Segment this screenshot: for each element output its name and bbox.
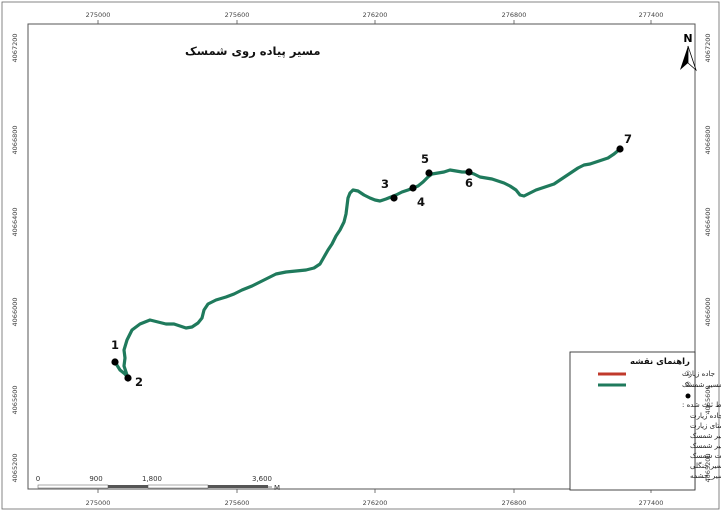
north-arrow-icon: N	[680, 32, 697, 72]
coord-left-5: 4065600	[11, 386, 19, 415]
coord-left-4: 4066000	[11, 298, 19, 327]
coord-left-6: 4065200	[11, 454, 19, 483]
route-point-label-4: 4	[417, 195, 425, 209]
legend-point-7: 7 انتهای مسیر_چشمه	[690, 472, 721, 480]
legend-item-route-num: ②	[685, 381, 691, 389]
route-layer	[113, 147, 622, 380]
neatline-ticks	[97, 20, 652, 493]
coord-left-1: 4067200	[11, 34, 19, 63]
coord-right-6: 4065200	[704, 454, 712, 483]
coord-right-3: 4066400	[704, 208, 712, 237]
coord-top-5: 277400	[639, 11, 664, 19]
legend-point-2: 2 دید زیبای روستای زیارت	[690, 422, 721, 430]
coord-left-3: 4066400	[11, 208, 19, 237]
route-point-7	[616, 145, 624, 153]
coords-top: 275000 275600 276200 276800 277400	[86, 11, 664, 19]
scale-bar: 0 900 1,800 3,600 M	[36, 475, 280, 492]
route-point-label-3: 3	[381, 177, 389, 191]
map-title: مسیر پیاده روی شمسک	[185, 44, 321, 59]
legend-point-5: 5 دشت شمسک	[690, 452, 721, 460]
route-point-6	[465, 168, 473, 176]
legend-item-route-label: مسیر شمسک	[682, 381, 721, 389]
coord-right-5: 4065600	[704, 386, 712, 415]
coord-top-1: 275000	[86, 11, 111, 19]
legend-points-header-text: نقاط ثبت شده :	[682, 401, 721, 409]
coord-bottom-5: 277400	[639, 499, 664, 507]
legend-item-road: ① جاده زیارت	[598, 370, 715, 378]
legend-point-4: 4 دید زیبای مسیر شمسک	[690, 442, 721, 450]
scale-label-900: 900	[89, 475, 102, 483]
north-label: N	[683, 32, 692, 45]
coord-top-3: 276200	[363, 11, 388, 19]
coords-left: 4067200 4066800 4066400 4066000 4065600 …	[11, 34, 19, 483]
coord-right-2: 4066800	[704, 126, 712, 155]
coord-bottom-2: 275600	[225, 499, 250, 507]
legend-title: راهنمای نقشه	[630, 357, 690, 367]
legend-point-1: 1 ابتدای مسیر_جاده زیارت	[690, 412, 721, 420]
legend-item-road-label: جاده زیارت	[682, 370, 715, 378]
scale-label-0: 0	[36, 475, 40, 483]
legend-point-6: 6 شروع مسیر جنگلی	[690, 461, 721, 470]
coord-bottom-1: 275000	[86, 499, 111, 507]
coords-bottom: 275000 275600 276200 276800 277400	[86, 499, 664, 507]
route-point-label-6: 6	[465, 176, 473, 190]
legend: راهنمای نقشه ① جاده زیارت ② مسیر شمسک نق…	[569, 351, 721, 491]
legend-item-road-num: ①	[685, 370, 691, 378]
route-point-1	[111, 358, 119, 366]
legend-points-header: نقاط ثبت شده :	[682, 393, 721, 409]
route-point-5	[425, 169, 433, 177]
route-point-2	[124, 374, 132, 382]
route-point-label-7: 7	[624, 132, 632, 146]
coord-top-2: 275600	[225, 11, 250, 19]
coord-bottom-3: 276200	[363, 499, 388, 507]
route-point-3	[390, 194, 398, 202]
coord-left-2: 4066800	[11, 126, 19, 155]
scale-label-3600: 3,600	[252, 475, 272, 483]
coord-top-4: 276800	[502, 11, 527, 19]
legend-point-3: 3 شروع عرض کم مسیر شمسک	[690, 432, 721, 440]
coord-right-1: 4067200	[704, 34, 712, 63]
route-path	[113, 147, 622, 380]
legend-item-route: ② مسیر شمسک	[598, 381, 721, 389]
route-point-label-1: 1	[111, 338, 119, 352]
coords-right: 4067200 4066800 4066400 4066000 4065600 …	[704, 34, 712, 483]
route-points-layer: 1 2 3 4 5 6 7	[111, 132, 632, 389]
route-point-label-5: 5	[421, 152, 429, 166]
scale-label-1800: 1,800	[142, 475, 162, 483]
route-point-label-2: 2	[135, 375, 143, 389]
route-point-4	[409, 184, 417, 192]
coord-bottom-4: 276800	[502, 499, 527, 507]
scale-unit: M	[274, 484, 280, 492]
coord-right-4: 4066000	[704, 298, 712, 327]
